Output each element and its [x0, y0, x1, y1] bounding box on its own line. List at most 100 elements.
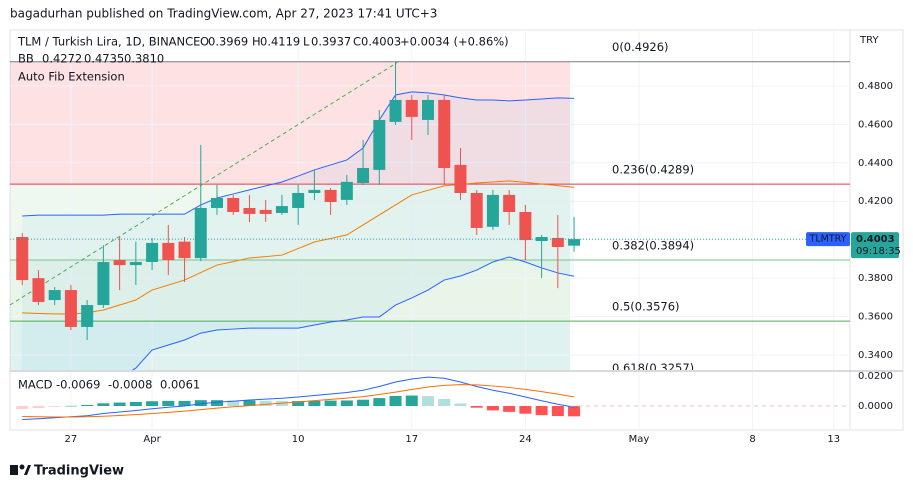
candle-body	[308, 189, 321, 193]
macd-histogram-bar	[405, 395, 418, 407]
candle-body	[454, 164, 467, 193]
candle-body	[519, 212, 532, 241]
candle-body	[324, 189, 337, 203]
legend-key: O	[200, 35, 209, 49]
legend-fib: Auto Fib Extension	[18, 70, 125, 84]
logo-mark	[24, 465, 31, 475]
legend-bb-value: 0.3810	[124, 52, 164, 66]
x-tick-label: 27	[65, 434, 78, 445]
candle-body	[259, 209, 272, 214]
macd-histogram-bar	[454, 403, 467, 407]
legend-bb-value: 0.4272	[42, 52, 82, 66]
candle-body	[422, 99, 434, 120]
macd-histogram-bar	[211, 400, 223, 407]
bb-line	[22, 180, 575, 315]
macd-histogram-bar	[113, 402, 126, 407]
candle-body	[146, 242, 159, 262]
candle-body	[16, 236, 29, 281]
x-tick-label: 17	[405, 434, 418, 445]
macd-histogram-bar	[551, 406, 564, 417]
candle-body	[503, 194, 516, 213]
legend-macd-value: -0.0069	[56, 378, 100, 392]
footer-brand: TradingView	[34, 464, 124, 479]
y-tick-label: 0.0000	[858, 401, 893, 412]
macd-histogram-bar	[389, 395, 402, 407]
macd-histogram-bar	[519, 406, 532, 414]
legend-macd-value: -0.0008	[108, 378, 152, 392]
macd-histogram-bar	[422, 396, 434, 407]
macd-histogram-bar	[568, 406, 581, 417]
countdown: 09:18:35	[856, 246, 901, 257]
macd-histogram-bar	[227, 400, 240, 407]
overlay: 0.34000.36000.38000.40000.42000.44000.46…	[17, 35, 901, 446]
price-tag: 0.4003	[856, 234, 895, 245]
legend-value: 0.4119	[260, 35, 300, 49]
macd-histogram-bar	[438, 398, 451, 407]
candle-body	[486, 194, 499, 227]
symbol-tag-box	[806, 232, 850, 247]
candle-body	[551, 237, 564, 247]
macd-histogram-bar	[16, 406, 29, 410]
legend-key: L	[303, 35, 310, 49]
candle-body	[178, 241, 191, 259]
macd-pane	[16, 372, 850, 430]
fib-label: 0.5(0.3576)	[612, 300, 680, 314]
candle-body	[243, 207, 256, 214]
legend-value: 0.4003	[361, 35, 401, 49]
price-tag-box	[851, 232, 899, 259]
y-tick-label: 0.4400	[858, 158, 893, 169]
fib-label: 0.236(0.4289)	[612, 163, 694, 177]
legend-key: C	[353, 35, 361, 49]
candle-body	[194, 207, 207, 259]
legend-change: +0.0034 (+0.86%)	[400, 35, 509, 49]
frame	[9, 29, 904, 431]
header: bagadurhan published on TradingView.com,…	[10, 7, 437, 21]
legend-value: 0.3937	[311, 35, 351, 49]
logo: TradingView	[10, 464, 124, 479]
candle-body	[162, 242, 175, 261]
macd-histogram-bar	[32, 406, 45, 408]
macd-histogram-bar	[81, 404, 94, 407]
candle-body	[32, 278, 45, 302]
y-tick-label: 0.4200	[858, 196, 893, 207]
macd-histogram-bar	[243, 400, 256, 407]
legend-key: H	[252, 35, 261, 49]
fib-zone	[10, 321, 570, 370]
y-tick-label: 0.3600	[858, 312, 893, 323]
macd-line	[22, 384, 575, 418]
fib-label: 0(0.4926)	[612, 40, 669, 54]
candle-body	[129, 261, 142, 266]
legend-macd-value: 0.0061	[160, 378, 200, 392]
bb-line	[131, 256, 575, 370]
x-tick-label: 10	[292, 434, 305, 445]
fib-trend-line	[10, 61, 399, 306]
macd-line	[22, 376, 575, 421]
macd-histogram-bar	[97, 403, 110, 407]
legend-value: 0.3969	[208, 35, 248, 49]
y-tick-label: 0.0200	[858, 371, 893, 382]
bb-line	[22, 91, 575, 217]
macd-histogram-bar	[324, 400, 337, 407]
x-tick-label: Apr	[143, 434, 161, 445]
macd-histogram-bar	[178, 400, 191, 407]
candle-body	[113, 260, 126, 266]
candle-body	[97, 261, 110, 306]
macd-histogram-bar	[129, 401, 142, 407]
fib-zone	[10, 61, 570, 185]
candle-body	[64, 290, 77, 327]
macd-histogram-bar	[357, 399, 370, 407]
legend-symbol: TLM / Turkish Lira, 1D, BINANCE	[17, 35, 200, 49]
x-tick-label: 24	[519, 434, 532, 445]
macd-histogram-bar	[503, 406, 516, 412]
logo-mark	[19, 464, 25, 470]
macd-histogram-bar	[486, 406, 499, 411]
candle-body	[81, 305, 94, 327]
x-tick-label: 13	[827, 434, 840, 445]
macd-histogram-bar	[48, 406, 61, 407]
y-tick-label: 0.4800	[858, 81, 893, 92]
macd-histogram-bar	[340, 400, 353, 407]
candle-body	[373, 119, 386, 170]
macd-histogram-bar	[308, 400, 321, 407]
candle-body	[405, 99, 418, 117]
